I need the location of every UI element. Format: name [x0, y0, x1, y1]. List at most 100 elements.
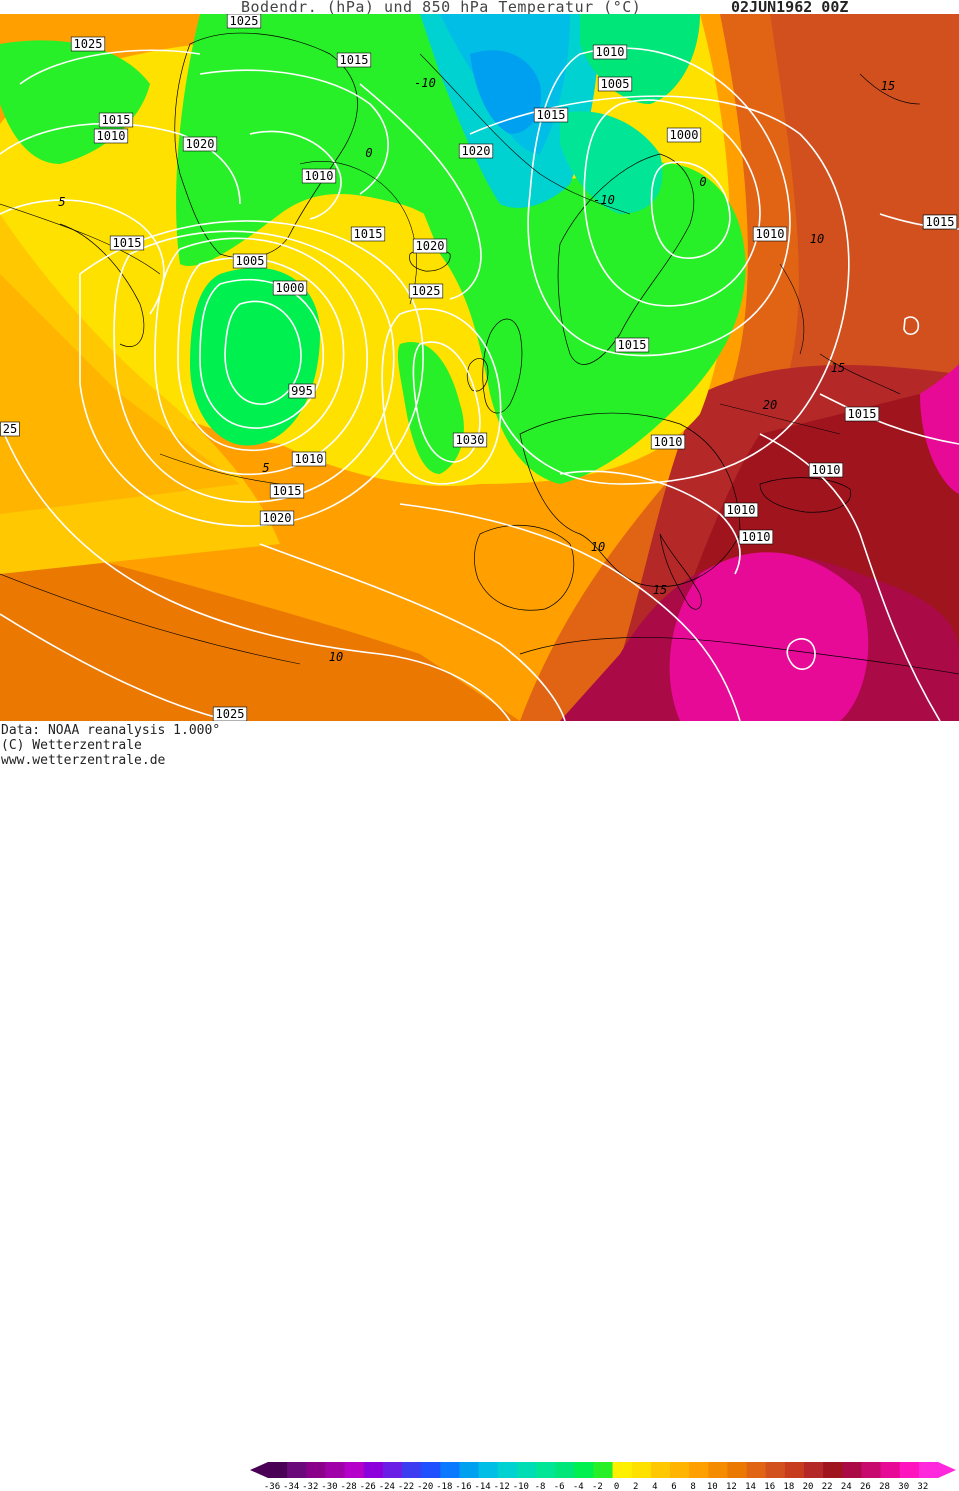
- isobar-label-1010-iceland-text: 1010: [305, 169, 334, 183]
- isobar-label-1015-greenland: 1015: [336, 52, 372, 68]
- britain-coast: [482, 318, 523, 414]
- isobar-label-1015-baltic: 1015: [614, 337, 650, 353]
- isobar-label-1015-labrador-box: [109, 235, 145, 251]
- legend-swatch-22: [689, 1462, 709, 1478]
- legend-swatch-6: [382, 1462, 403, 1478]
- isobar-label-1010-barents-box: [592, 44, 628, 60]
- legend-swatch-12: [497, 1462, 518, 1478]
- isobar-label-1025-sw-text: 1025: [216, 707, 245, 721]
- legend-tick--20: -20: [417, 1482, 433, 1491]
- isobar-label-25-edge: 25: [0, 421, 20, 437]
- legend-swatch-7: [402, 1462, 422, 1478]
- isobar-label-1025-sw: 1025: [212, 706, 248, 721]
- isobar-label-1015-iceland-box: [350, 226, 386, 242]
- isobar-label-1025-atlantic-box: [408, 283, 444, 299]
- isotherm-5: [0, 203, 161, 275]
- isobar-high-1025: [381, 308, 502, 485]
- data-source-credit: Data: NOAA reanalysis 1.000°: [1, 723, 221, 738]
- legend-swatch-19: [631, 1462, 652, 1478]
- legend-tick-16: 16: [764, 1482, 775, 1491]
- isobar-label-1015-west-box: [98, 112, 134, 128]
- isobar-label-1025-nw-text: 1025: [74, 37, 103, 51]
- temp-label-10-iberia: 10: [591, 540, 605, 554]
- legend-swatch-20: [650, 1462, 671, 1478]
- isobar-label-1000-scandinavia-text: 1000: [670, 128, 699, 142]
- isobar-label-1015-far-east-text: 1015: [926, 215, 955, 229]
- isobar-label-1025-nw-box: [70, 36, 106, 52]
- legend-tick-2: 2: [633, 1482, 638, 1491]
- isobar-label-1010-blacksea-text: 1010: [812, 463, 841, 477]
- temp-band-12: [0, 534, 520, 721]
- isobar-label-1020-north-box: [458, 143, 494, 159]
- temperature-legend: -36 -34 -32 -30 -28 -26 -24 -22 -20 -18 -16 -14 -12-…: [250, 1462, 956, 1491]
- isobar-south-1010: [559, 470, 741, 575]
- isobar-label-1020-greenland-box: [182, 136, 218, 152]
- isobar-label-1015-far-east: 1015: [922, 214, 958, 230]
- isobar-label-995-low: 995: [288, 383, 316, 399]
- isobar-label-25-edge-box: [0, 421, 20, 437]
- temp-label-10-atlantic: 10: [329, 650, 343, 664]
- isobar-label-1005-barents-box: [597, 76, 633, 92]
- legend-swatch-10: [459, 1462, 480, 1478]
- isobar-label-1015-ukraine-box: [844, 406, 880, 422]
- isobar-label-1015-baltic-text: 1015: [618, 338, 647, 352]
- legend-tick--12: -12: [494, 1482, 510, 1491]
- isobar-label-1005-low-text: 1005: [236, 254, 265, 268]
- weather-map: 1025 1025 1015 1015 1010 1020 1020 1015 1010 1005…: [0, 14, 959, 721]
- legend-tick-26: 26: [860, 1482, 871, 1491]
- legend-tick-18: 18: [783, 1482, 794, 1491]
- isobar-label-1025-atlantic: 1025: [408, 283, 444, 299]
- legend-tick--34: -34: [283, 1482, 299, 1491]
- legend-tick-22: 22: [822, 1482, 833, 1491]
- isobar-label-1010-south-box: [291, 451, 327, 467]
- isobar-label-1015-south-text: 1015: [273, 484, 302, 498]
- isobar-east-1010: [759, 433, 941, 721]
- chart-date: 02JUN1962 00Z: [731, 0, 849, 16]
- legend-swatch-15: [555, 1462, 575, 1478]
- isobar-1025-nw: [19, 49, 201, 85]
- temp-label-15-med: 15: [653, 583, 667, 597]
- isobar-1015-greenland: [199, 69, 389, 195]
- legend-swatch-11: [478, 1462, 499, 1478]
- legend-swatch-5: [363, 1462, 384, 1478]
- temp-label-0-iceland: 0: [365, 146, 372, 160]
- legend-swatch-30: [842, 1462, 862, 1478]
- isobar-low-1000: [199, 278, 325, 429]
- legend-swatch-14: [536, 1462, 556, 1478]
- isobar-label-1010-barents-text: 1010: [596, 45, 625, 59]
- legend-swatch-18: [612, 1462, 633, 1478]
- labrador-coast: [59, 223, 145, 347]
- legend-swatch-34: [918, 1462, 939, 1478]
- isotherm-15-ne: [859, 73, 921, 105]
- isotherm-0: [299, 161, 417, 305]
- isobar-label-1020-greenland: 1020: [182, 136, 218, 152]
- isobar-label-1010-blacksea: 1010: [808, 462, 844, 478]
- legend-swatch-24: [727, 1462, 748, 1478]
- isobar-label-1015-ukraine: 1015: [844, 406, 880, 422]
- isobar-med-loop: [786, 638, 816, 670]
- isobar-label-1000-low-box: [272, 280, 308, 296]
- legend-tick-24: 24: [841, 1482, 852, 1491]
- isobar-label-1030-high: 1030: [452, 432, 488, 448]
- isobar-label-1005-barents-text: 1005: [601, 77, 630, 91]
- legend-swatch-31: [861, 1462, 882, 1478]
- isobar-label-1020-faroe: 1020: [412, 238, 448, 254]
- isobar-label-1015-labrador-text: 1015: [113, 236, 142, 250]
- isobar-high-1030: [412, 341, 481, 463]
- isobar-label-1030-high-box: [452, 432, 488, 448]
- legend-swatch-9: [440, 1462, 460, 1478]
- legend-tick--24: -24: [379, 1482, 395, 1491]
- legend-tick-0: 0: [614, 1482, 619, 1491]
- temp-band-arabia: [920, 364, 959, 494]
- isobar-label-1015-iceland-text: 1015: [354, 227, 383, 241]
- isobar-label-1020-north-text: 1020: [462, 144, 491, 158]
- isobar-label-1010-blacksea-box: [808, 462, 844, 478]
- temp-band-sahara: [669, 552, 869, 721]
- legend-swatch-28: [804, 1462, 824, 1478]
- legend-swatch-26: [765, 1462, 786, 1478]
- legend-tick-20: 20: [803, 1482, 814, 1491]
- isobar-1015-europe: [469, 95, 850, 485]
- legend-tick--26: -26: [360, 1482, 376, 1491]
- legend-swatch-3: [325, 1462, 346, 1478]
- legend-tick--18: -18: [436, 1482, 452, 1491]
